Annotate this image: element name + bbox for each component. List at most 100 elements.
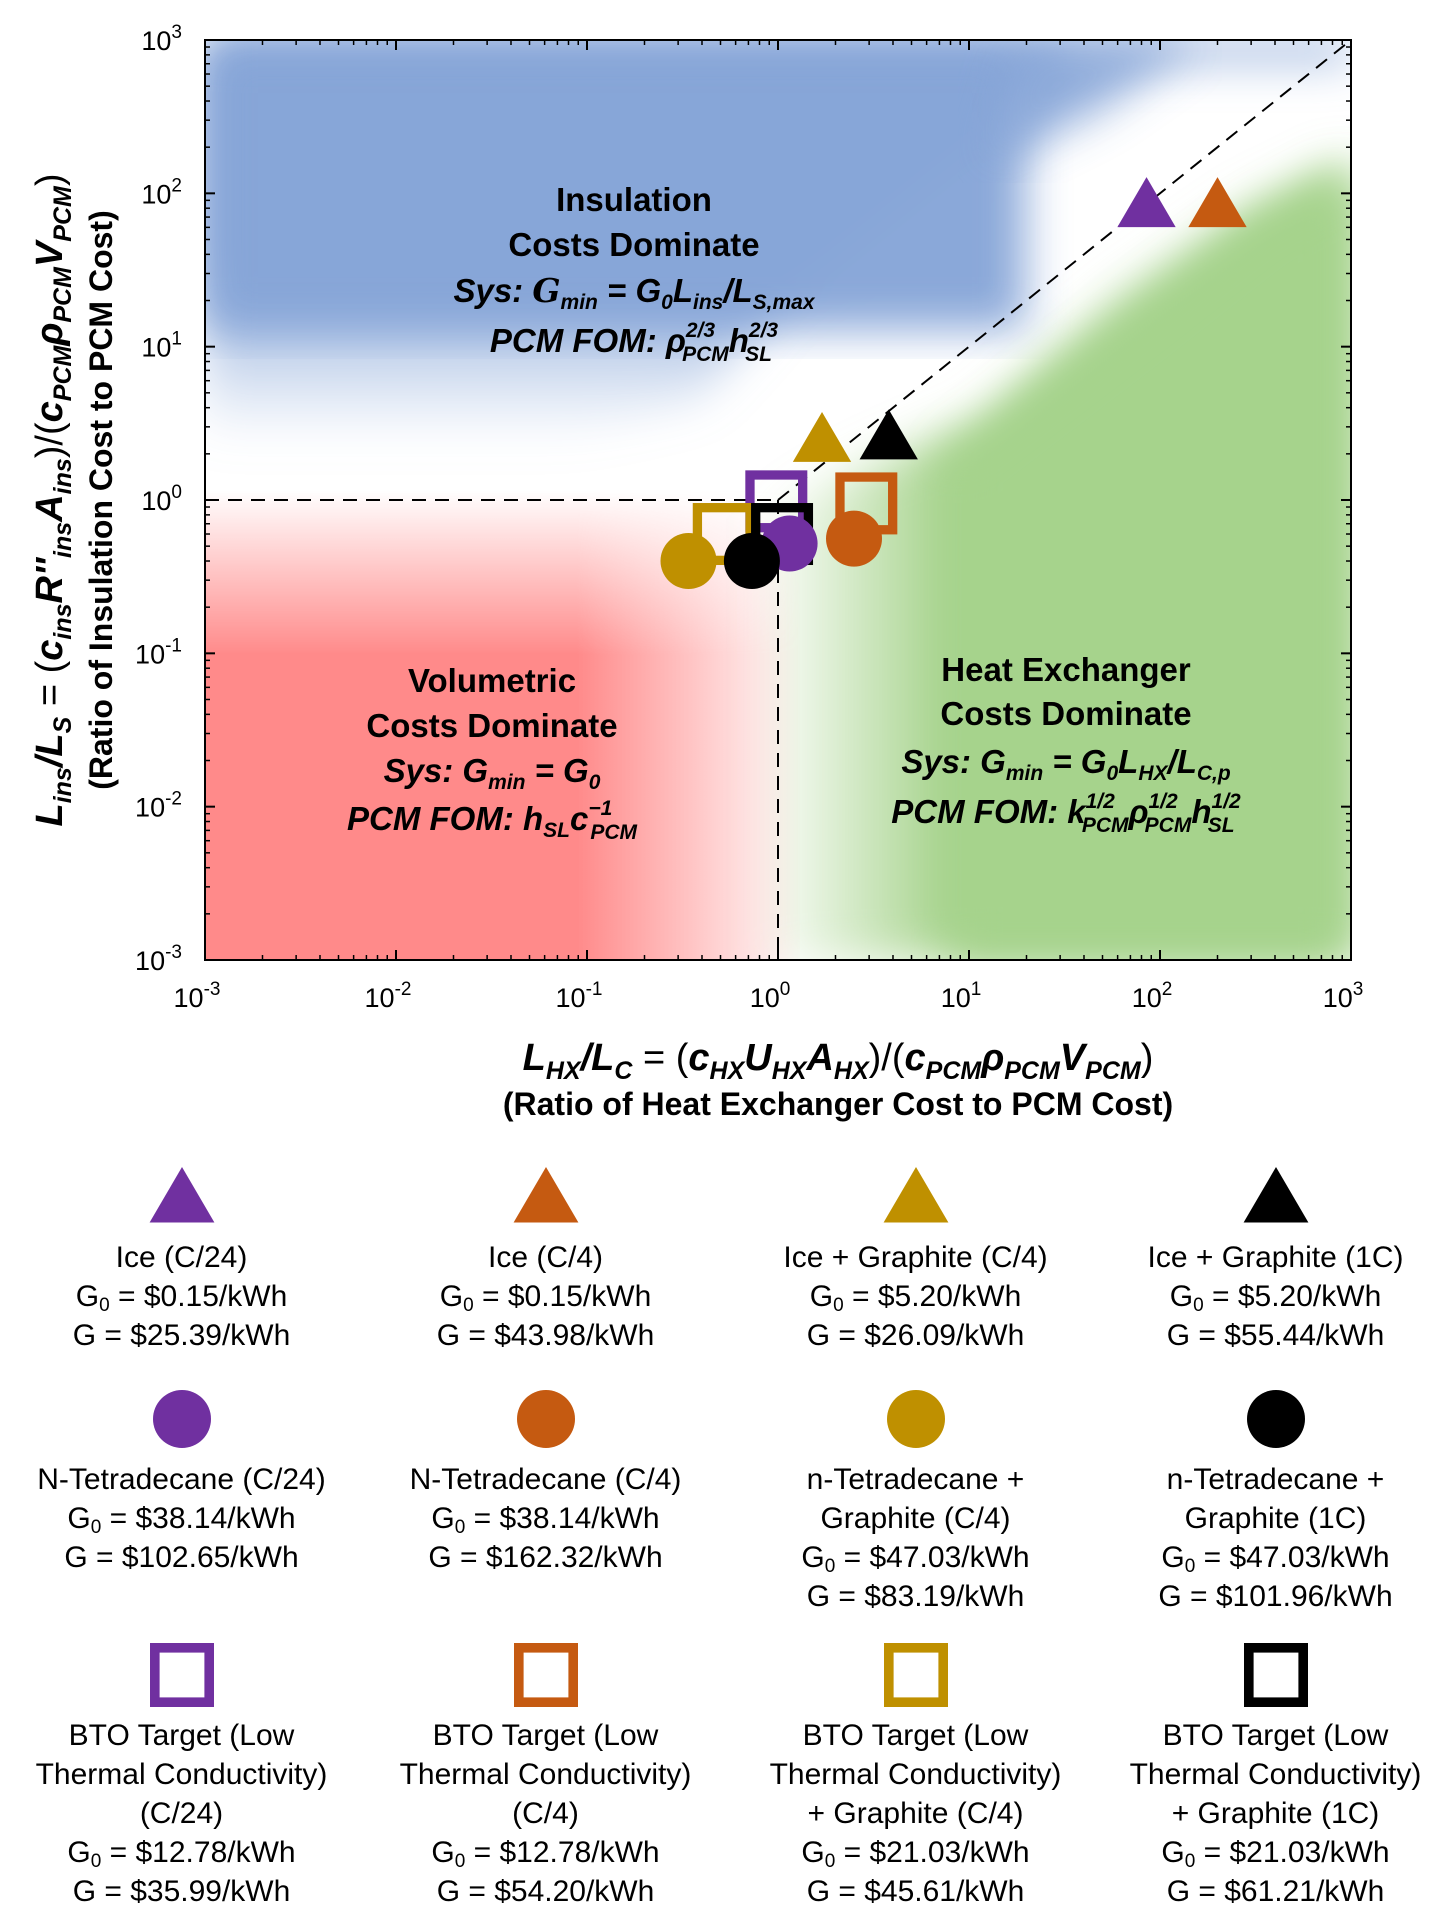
legend-marker-triangle (1243, 1167, 1308, 1223)
volumetric-title-1: Volumetric (408, 662, 576, 699)
legend-g0: G0 = $21.03/kWh (801, 1836, 1030, 1872)
data-point-triangle (859, 409, 918, 460)
legend-square-icon (149, 1643, 214, 1708)
x-tick-label: 101 (941, 979, 982, 1013)
legend-marker-triangle (149, 1167, 214, 1223)
legend-label: n-Tetradecane + (1166, 1463, 1385, 1496)
legend-item: BTO Target (Low Thermal Conductivity) (C/2… (9, 1638, 354, 1911)
x-tick-label: 103 (1323, 979, 1364, 1013)
data-point-triangle (1117, 177, 1176, 228)
region-shading (205, 40, 1351, 960)
data-point-circle (723, 533, 780, 590)
legend-g0: G0 = $12.78/kWh (67, 1836, 296, 1872)
data-point-circle (826, 510, 883, 567)
legend-label: Ice + Graphite (C/4) (783, 1241, 1048, 1274)
heat-exchanger-annotation: Heat Exchanger Costs Dominate Sys: Gmin … (891, 651, 1241, 837)
legend-g: G = $162.32/kWh (428, 1541, 663, 1574)
legend-label: BTO Target (Low (68, 1719, 295, 1752)
legend-item: BTO Target (Low Thermal Conductivity) (C/4… (373, 1638, 718, 1911)
legend-marker-square (149, 1643, 214, 1708)
legend-g0: G0 = $21.03/kWh (1161, 1836, 1390, 1872)
legend-square-icon (883, 1643, 948, 1708)
legend-g: G = $25.39/kWh (72, 1319, 291, 1352)
y-tick-label: 103 (141, 22, 182, 56)
x-tick-label: 102 (1132, 979, 1173, 1013)
y-tick-label: 10-2 (135, 789, 182, 823)
data-points (660, 177, 1247, 590)
x-axis-label: LHX/LC = (cHXUHXAHX)/(cPCMρPCMVPCM) (Rat… (503, 1037, 1173, 1122)
y-axis-subtitle: (Ratio of Insulation Cost to PCM Cost) (83, 210, 119, 790)
legend-label: + Graphite (C/4) (807, 1797, 1024, 1830)
legend-g0: G0 = $0.15/kWh (439, 1280, 652, 1316)
legend-g: G = $43.98/kWh (436, 1319, 655, 1352)
legend-g: G = $45.61/kWh (806, 1875, 1025, 1908)
legend-g: G = $55.44/kWh (1166, 1319, 1385, 1352)
insulation-region-band (980, 40, 1200, 170)
legend-triangle-icon (513, 1167, 578, 1223)
legend-triangle-icon (883, 1167, 948, 1223)
legend-label: BTO Target (Low (432, 1719, 659, 1752)
legend-circle-icon (516, 1390, 575, 1448)
y-axis-formula: Lins/LS = (cinsR''insAins)/(cPCMρPCMVPCM… (29, 174, 77, 827)
legend-marker-circle (886, 1390, 945, 1448)
legend-g: G = $101.96/kWh (1158, 1580, 1393, 1613)
heat-exchanger-title-1: Heat Exchanger (941, 651, 1191, 688)
insulation-fom: PCM FOM: ρ2/3 PCMh2/3 SL (490, 319, 779, 366)
volumetric-annotation: Volumetric Costs Dominate Sys: Gmin = G0… (347, 662, 637, 844)
legend-marker-circle (152, 1390, 211, 1448)
y-tick-label: 10-1 (135, 635, 182, 669)
legend-label: Thermal Conductivity) (35, 1758, 328, 1791)
legend-g: G = $61.21/kWh (1166, 1875, 1385, 1908)
legend-g: G = $54.20/kWh (436, 1875, 655, 1908)
legend-item: BTO Target (Low Thermal Conductivity) + Gr… (743, 1638, 1088, 1911)
legend-label: (C/24) (139, 1797, 224, 1830)
y-tick-label: 101 (141, 329, 182, 363)
heat-exchanger-region-core (950, 170, 1351, 960)
boundary-line-diagonal (777, 39, 1352, 501)
data-point-circle (660, 533, 717, 590)
legend-label: Thermal Conductivity) (769, 1758, 1062, 1791)
legend-g0: G0 = $38.14/kWh (431, 1502, 660, 1538)
x-axis-formula: LHX/LC = (cHXUHXAHX)/(cPCMρPCMVPCM) (523, 1037, 1154, 1085)
volumetric-title-2: Costs Dominate (366, 707, 617, 744)
legend-g0: G0 = $47.03/kWh (801, 1541, 1030, 1577)
legend-marker-square (883, 1643, 948, 1708)
heat-exchanger-title-2: Costs Dominate (940, 695, 1191, 732)
legend-g0: G0 = $38.14/kWh (67, 1502, 296, 1538)
legend-g0: G0 = $5.20/kWh (809, 1280, 1022, 1316)
legend-marker-square (513, 1643, 578, 1708)
legend-item: Ice + Graphite (C/4) G0 = $5.20/kWh G = $2… (743, 1160, 1088, 1355)
y-tick-label: 100 (141, 482, 182, 516)
insulation-title-1: Insulation (556, 181, 712, 218)
legend-item: N-Tetradecane (C/24) G0 = $38.14/kWh G = $… (9, 1382, 354, 1577)
legend-label: (C/4) (512, 1797, 579, 1830)
legend-triangle-icon (1243, 1167, 1308, 1223)
boundary-lines (205, 39, 1352, 960)
legend-label: Ice (C/4) (487, 1241, 604, 1274)
x-tick-label: 10-3 (174, 979, 221, 1013)
legend-item: Ice (C/24) G0 = $0.15/kWh G = $25.39/kWh (9, 1160, 354, 1355)
y-axis-label: Lins/LS = (cinsR''insAins)/(cPCMρPCMVPCM… (29, 174, 119, 827)
legend-label: Ice (C/24) (115, 1241, 248, 1274)
legend-g0: G0 = $12.78/kWh (431, 1836, 660, 1872)
legend-item: n-Tetradecane + Graphite (C/4) G0 = $47.03… (743, 1382, 1088, 1616)
x-tick-label: 100 (750, 979, 791, 1013)
volumetric-fom: PCM FOM: hSLc−1 PCM (347, 797, 637, 844)
legend-item: Ice (C/4) G0 = $0.15/kWh G = $43.98/kWh (373, 1160, 718, 1355)
legend-label: Thermal Conductivity) (1129, 1758, 1422, 1791)
legend-item: N-Tetradecane (C/4) G0 = $38.14/kWh G = $1… (373, 1382, 718, 1577)
legend-circle-icon (886, 1390, 945, 1448)
x-tick-label: 10-2 (365, 979, 412, 1013)
legend-marker-triangle (513, 1167, 578, 1223)
legend-g: G = $102.65/kWh (64, 1541, 299, 1574)
legend-square-icon (1243, 1643, 1308, 1708)
y-tick-label: 10-3 (135, 942, 182, 976)
legend-item: n-Tetradecane + Graphite (1C) G0 = $47.03/… (1103, 1382, 1448, 1616)
y-tick-label: 102 (141, 175, 182, 209)
legend-label: BTO Target (Low (1162, 1719, 1389, 1752)
legend-label: Ice + Graphite (1C) (1147, 1241, 1404, 1274)
legend-g: G = $83.19/kWh (806, 1580, 1025, 1613)
legend-g: G = $35.99/kWh (72, 1875, 291, 1908)
legend-g0: G0 = $5.20/kWh (1169, 1280, 1382, 1316)
legend-circle-icon (1246, 1390, 1305, 1448)
